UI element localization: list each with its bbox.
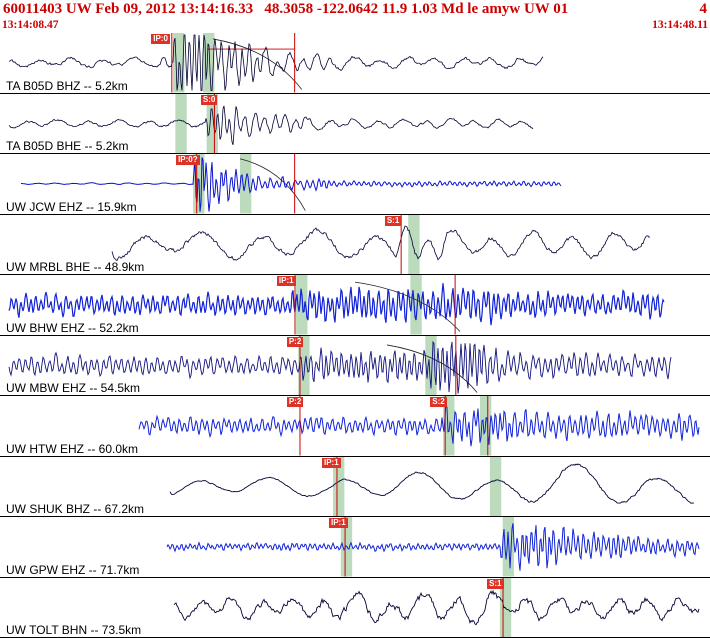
trace-panel[interactable]: TA B05D BHZ -- 5.2km IP:0 (0, 33, 710, 94)
window-end-time: 13:14:48.11 (652, 19, 708, 31)
pick-label[interactable]: S:1 (384, 215, 402, 226)
waveform-plot (8, 33, 544, 93)
pick-label[interactable]: P:2 (286, 336, 304, 347)
event-flag: 4 (699, 1, 708, 17)
station-label: UW GPW EHZ -- 71.7km (6, 562, 140, 577)
waveform-trace (21, 157, 562, 212)
pick-uncertainty-band (298, 335, 310, 395)
pick-uncertainty-band (502, 517, 515, 577)
waveform-trace (8, 34, 544, 91)
trace-list: TA B05D BHZ -- 5.2km IP:0 TA B05D BHE --… (0, 33, 710, 638)
pick-uncertainty-band (203, 33, 215, 93)
station-label: UW TOLT BHN -- 73.5km (6, 623, 142, 637)
station-label: UW SHUK BHZ -- 67.2km (6, 502, 145, 516)
pick-label[interactable]: IP:1 (321, 457, 341, 468)
station-label: UW BHW EHZ -- 52.2km (6, 320, 139, 335)
trace-panel[interactable]: UW MBW EHZ -- 54.5km P:2 (0, 335, 710, 396)
pick-uncertainty-band (443, 396, 455, 456)
event-title-row: 60011403 UW Feb 09, 2012 13:14:16.33 48.… (0, 0, 710, 18)
trace-panel[interactable]: TA B05D BHE -- 5.2km S:0 (0, 93, 710, 154)
pick-label[interactable]: IP:1 (329, 518, 348, 528)
event-header: 60011403 UW Feb 09, 2012 13:14:16.33 48.… (0, 0, 710, 33)
station-label: UW MBW EHZ -- 54.5km (6, 381, 140, 395)
pick-uncertainty-band (425, 335, 437, 395)
pick-label[interactable]: S:1 (487, 578, 504, 589)
waveform-trace (8, 105, 534, 145)
time-window-row: 13:14:08.47 13:14:48.11 (0, 18, 710, 32)
pick-uncertainty-band (408, 214, 420, 274)
pick-label[interactable]: IP:0? (176, 155, 200, 165)
travel-time-curve (354, 281, 461, 332)
pick-uncertainty-band (489, 456, 502, 516)
trace-panel[interactable]: UW JCW EHZ -- 15.9km IP:0? (0, 154, 710, 215)
waveform-trace (138, 402, 700, 447)
pick-label[interactable]: P:2 (286, 397, 304, 407)
station-label: TA B05D BHE -- 5.2km (6, 139, 129, 153)
waveform-trace (166, 523, 700, 571)
station-label: UW MRBL BHE -- 48.9km (6, 260, 145, 274)
waveform-trace (173, 589, 700, 625)
trace-panel[interactable]: UW BHW EHZ -- 52.2km IP:1 (0, 275, 710, 336)
pick-uncertainty-band (175, 93, 187, 153)
travel-time-curve (239, 158, 306, 211)
waveform-trace (8, 283, 665, 326)
event-summary: 60011403 UW Feb 09, 2012 13:14:16.33 48.… (3, 1, 569, 17)
pick-uncertainty-band (296, 275, 308, 335)
station-label: UW HTW EHZ -- 60.0km (6, 441, 138, 456)
trace-panel[interactable]: UW TOLT BHN -- 73.5km S:1 (0, 577, 710, 638)
pick-label[interactable]: IP:1 (276, 276, 296, 286)
station-label: TA B05D BHZ -- 5.2km (6, 78, 128, 93)
waveform-trace (111, 225, 651, 261)
trace-panel[interactable]: UW GPW EHZ -- 71.7km IP:1 (0, 517, 710, 578)
trace-panel[interactable]: UW HTW EHZ -- 60.0km P:2 S:2 (0, 396, 710, 457)
window-start-time: 13:14:08.47 (2, 19, 59, 31)
pick-label[interactable]: S:0 (200, 94, 218, 105)
pick-uncertainty-band (206, 93, 218, 153)
trace-panel[interactable]: UW MRBL BHE -- 48.9km S:1 (0, 214, 710, 275)
pick-label[interactable]: S:2 (430, 397, 447, 407)
waveform-trace (8, 340, 672, 394)
waveform-trace (169, 462, 695, 504)
trace-panel[interactable]: UW SHUK BHZ -- 67.2km IP:1 (0, 456, 710, 517)
station-label: UW JCW EHZ -- 15.9km (6, 199, 137, 214)
pick-uncertainty-band (410, 275, 422, 335)
pick-label[interactable]: IP:0 (151, 34, 170, 44)
pick-uncertainty-band (332, 456, 345, 516)
